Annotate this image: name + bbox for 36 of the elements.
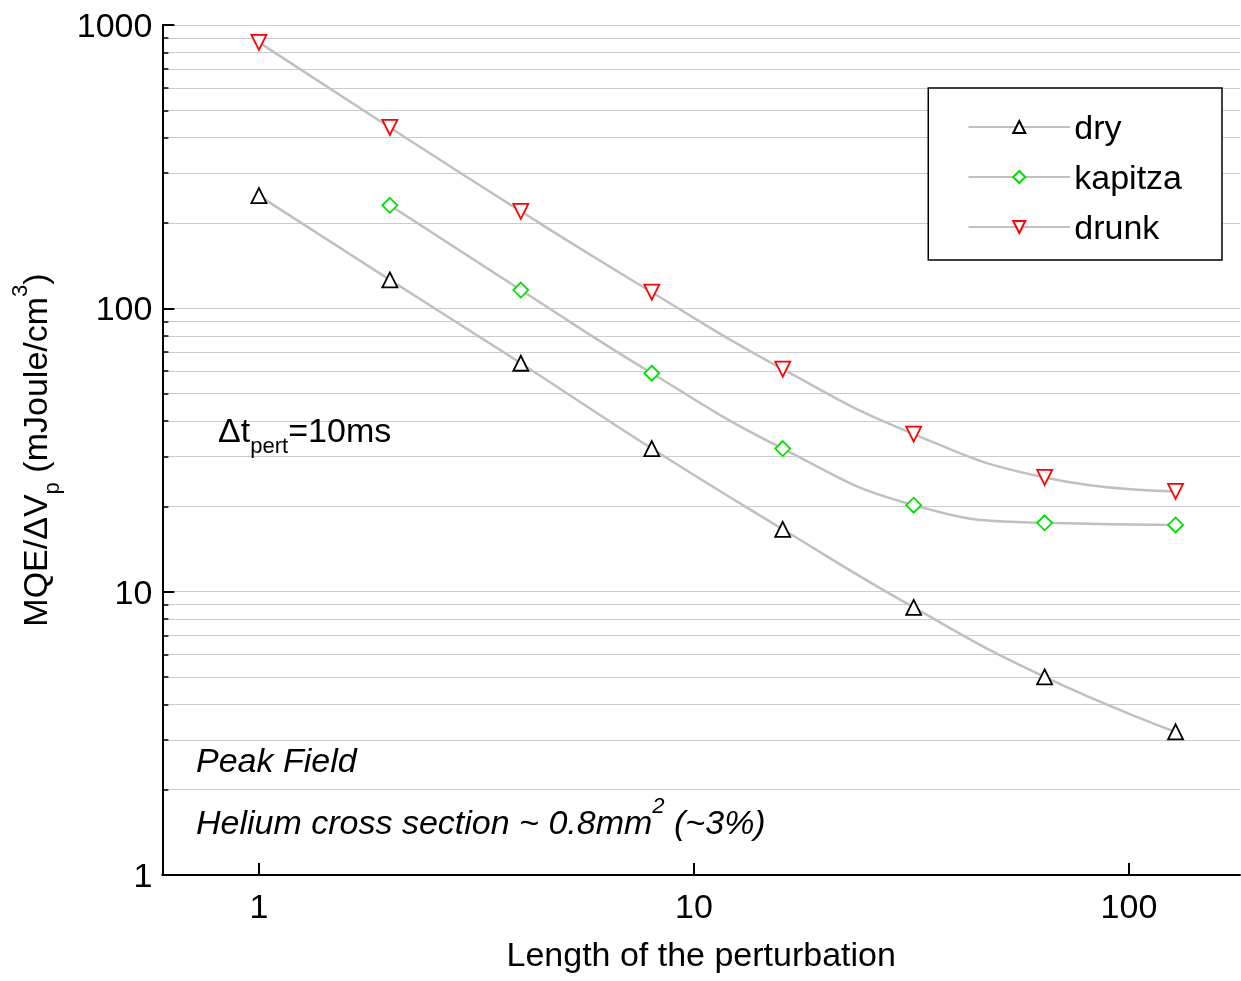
point xyxy=(1167,516,1184,534)
point xyxy=(643,283,661,301)
point xyxy=(905,599,923,616)
x-tick-label: 100 xyxy=(1100,887,1158,925)
point xyxy=(774,520,792,538)
point xyxy=(1167,482,1184,500)
y-tick-label: 10 xyxy=(114,572,153,611)
legend-label: dry xyxy=(1074,108,1122,146)
point xyxy=(1036,469,1054,486)
y-tick-label: 100 xyxy=(95,289,153,328)
point xyxy=(512,202,530,220)
point xyxy=(512,281,530,299)
legend-label: drunk xyxy=(1074,208,1161,246)
point xyxy=(774,360,792,378)
point xyxy=(381,196,399,214)
point xyxy=(1036,668,1054,686)
point xyxy=(643,364,661,382)
x-tick-label: 10 xyxy=(675,887,713,925)
y-axis-title: MQE/ΔVp (mJoule/cm3) xyxy=(6,273,64,627)
x-axis-title: Length of the perturbation xyxy=(506,935,896,973)
point xyxy=(381,271,399,289)
y-tick-label: 1 xyxy=(133,856,153,894)
annotation: Peak Field xyxy=(196,740,358,779)
y-tick-label: 1000 xyxy=(76,6,153,44)
point xyxy=(905,496,923,514)
point xyxy=(381,119,399,136)
point xyxy=(250,34,268,51)
x-tick-label: 1 xyxy=(249,887,269,925)
point xyxy=(1036,514,1054,532)
point xyxy=(512,354,530,372)
point xyxy=(643,440,661,457)
legend-label: kapitza xyxy=(1074,158,1183,196)
point xyxy=(1167,723,1184,741)
point xyxy=(905,425,923,443)
point xyxy=(250,187,268,204)
point xyxy=(774,440,792,457)
